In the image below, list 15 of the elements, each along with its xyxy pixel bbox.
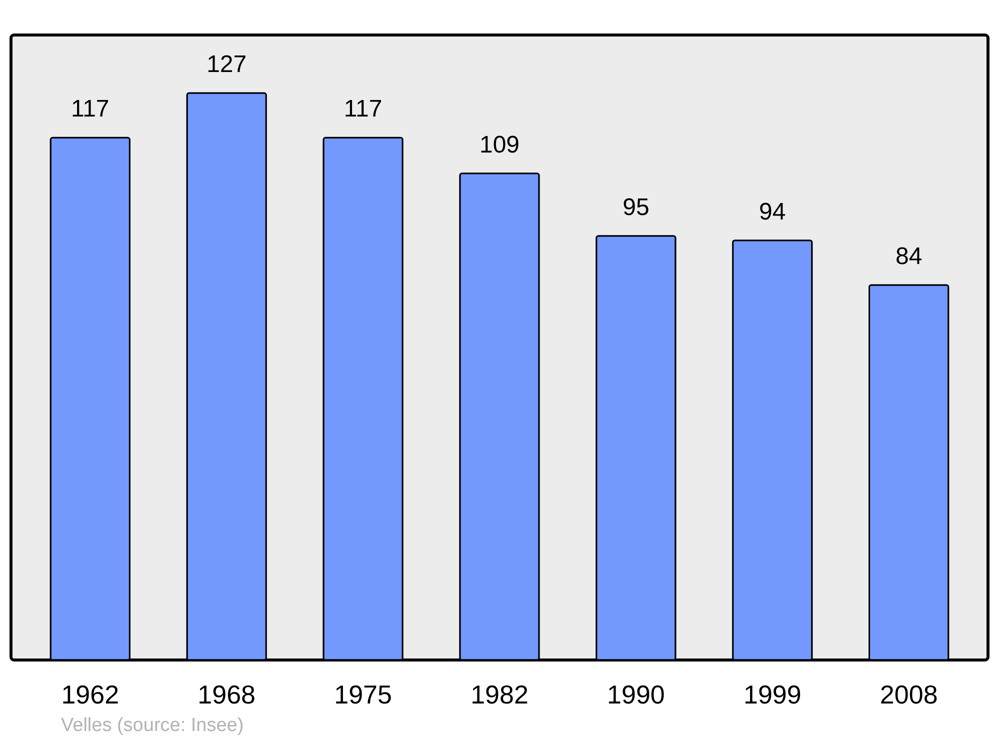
data-label: 109: [479, 131, 520, 158]
x-tick-label: 1975: [334, 680, 392, 710]
text: Velles (source: Insee): [61, 715, 244, 736]
x-tick-label: 1962: [61, 680, 120, 710]
data-label: 95: [622, 194, 650, 221]
x-tick-label: 1982: [470, 680, 528, 710]
x-tick-label: 2008: [880, 680, 938, 710]
data-label: 94: [759, 198, 786, 226]
x-tick-label: 1968: [198, 680, 256, 710]
x-tick-label: 1999: [743, 680, 802, 710]
data-label: 84: [896, 243, 922, 270]
data-label: 117: [71, 96, 110, 123]
x-tick-label: 1990: [607, 680, 665, 710]
data-label: 117: [344, 96, 382, 123]
data-label: 127: [206, 51, 247, 78]
